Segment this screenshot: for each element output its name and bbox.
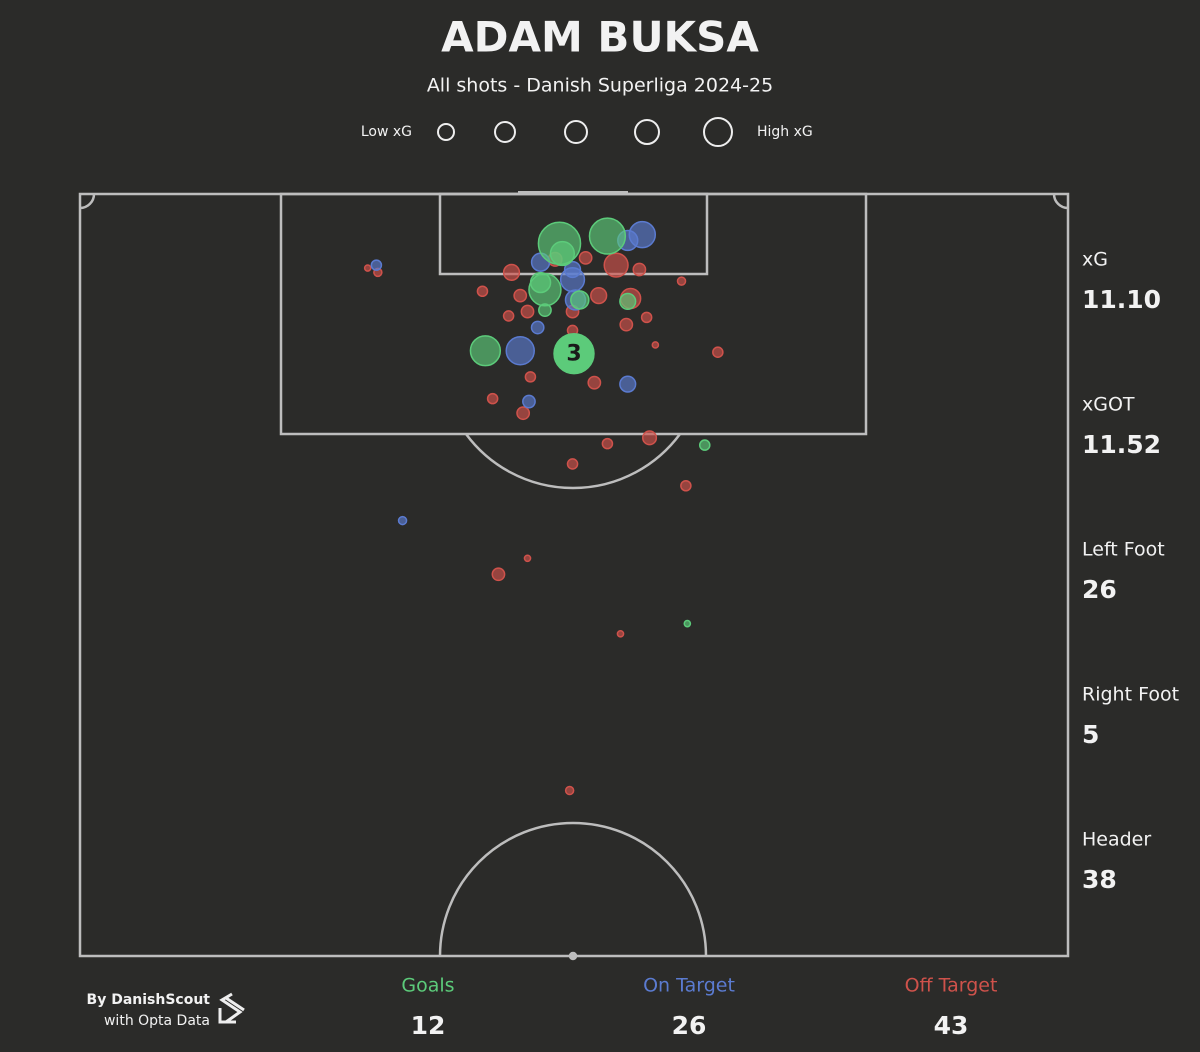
legend-circle <box>437 123 455 141</box>
shot <box>549 240 576 267</box>
shot <box>570 290 590 310</box>
legend-circle <box>634 119 660 145</box>
total-value: 12 <box>411 1011 446 1040</box>
stat-value: 5 <box>1082 720 1099 749</box>
shot <box>601 437 614 450</box>
totals: Goals 12 On Target 26 Off Target 43 <box>401 975 997 1041</box>
legend-high: High xG <box>757 124 813 140</box>
chart-title: ADAM BUKSA <box>441 13 759 62</box>
shot <box>538 303 552 318</box>
shot <box>619 375 637 393</box>
shot <box>563 260 582 279</box>
shot <box>680 479 692 492</box>
shot <box>363 264 372 272</box>
legend-entry: Goals <box>401 975 454 997</box>
shots: 3 <box>363 217 724 796</box>
shot <box>502 263 521 282</box>
legend-low: Low xG <box>361 124 412 140</box>
stat-value: 11.10 <box>1082 285 1161 314</box>
stat-label: Left Foot <box>1082 539 1165 561</box>
shot <box>476 285 489 298</box>
shot <box>530 320 545 335</box>
stat-label: xG <box>1082 249 1108 271</box>
shot <box>469 335 502 367</box>
credits: By DanishScout with Opta Data <box>87 992 245 1029</box>
corner-arc <box>79 193 96 210</box>
shot <box>587 375 602 390</box>
legend-circle <box>494 121 516 143</box>
stat-label: Header <box>1082 829 1151 851</box>
stat-value: 38 <box>1082 865 1117 894</box>
stat-label: xGOT <box>1082 394 1135 416</box>
shot <box>640 311 653 324</box>
shot <box>529 271 552 294</box>
shot <box>632 262 647 277</box>
shot <box>603 252 629 278</box>
shot <box>502 310 515 322</box>
shot <box>698 439 711 451</box>
shot <box>712 346 724 358</box>
center-spot <box>568 951 578 961</box>
shot <box>505 336 535 366</box>
shot <box>522 394 536 409</box>
shot <box>566 458 579 470</box>
shot <box>588 217 627 255</box>
shot <box>676 276 687 286</box>
corner-arc <box>1052 193 1069 210</box>
center-circle <box>438 821 708 957</box>
shot <box>616 629 625 638</box>
total-value: 43 <box>934 1011 969 1040</box>
legend-entry: Off Target <box>905 975 998 997</box>
stat-value: 26 <box>1082 575 1117 604</box>
legend-entry: On Target <box>643 975 735 997</box>
shot <box>651 341 660 349</box>
shot <box>491 567 506 582</box>
shot <box>590 286 608 305</box>
total-value: 26 <box>672 1011 707 1040</box>
shot <box>370 259 383 271</box>
shot-label: 3 <box>566 342 581 367</box>
shot <box>683 619 692 628</box>
shot <box>523 554 532 563</box>
shot <box>564 785 575 796</box>
shot <box>619 317 634 332</box>
stat-label: Right Foot <box>1082 684 1179 706</box>
shot <box>520 304 535 319</box>
size-legend: Low xG High xG <box>361 117 813 147</box>
credit-source: with Opta Data <box>104 1013 210 1029</box>
shot <box>513 288 528 303</box>
penalty-arc <box>464 433 682 490</box>
shot <box>553 332 595 375</box>
shot <box>397 515 408 526</box>
shot <box>578 250 593 265</box>
shot <box>642 430 658 446</box>
shot <box>486 392 499 405</box>
shot <box>516 406 531 421</box>
stat-value: 11.52 <box>1082 430 1161 459</box>
stats: xG 11.10 xGOT 11.52 Left Foot 26 Right Foot 5 He… <box>1082 249 1179 895</box>
chart-subtitle: All shots - Danish Superliga 2024-25 <box>427 75 773 97</box>
shot <box>524 371 537 383</box>
shot <box>619 292 637 311</box>
credit-by: By DanishScout <box>87 992 211 1008</box>
logo <box>218 992 245 1024</box>
legend-circle <box>703 117 733 147</box>
legend-circle <box>564 120 588 144</box>
